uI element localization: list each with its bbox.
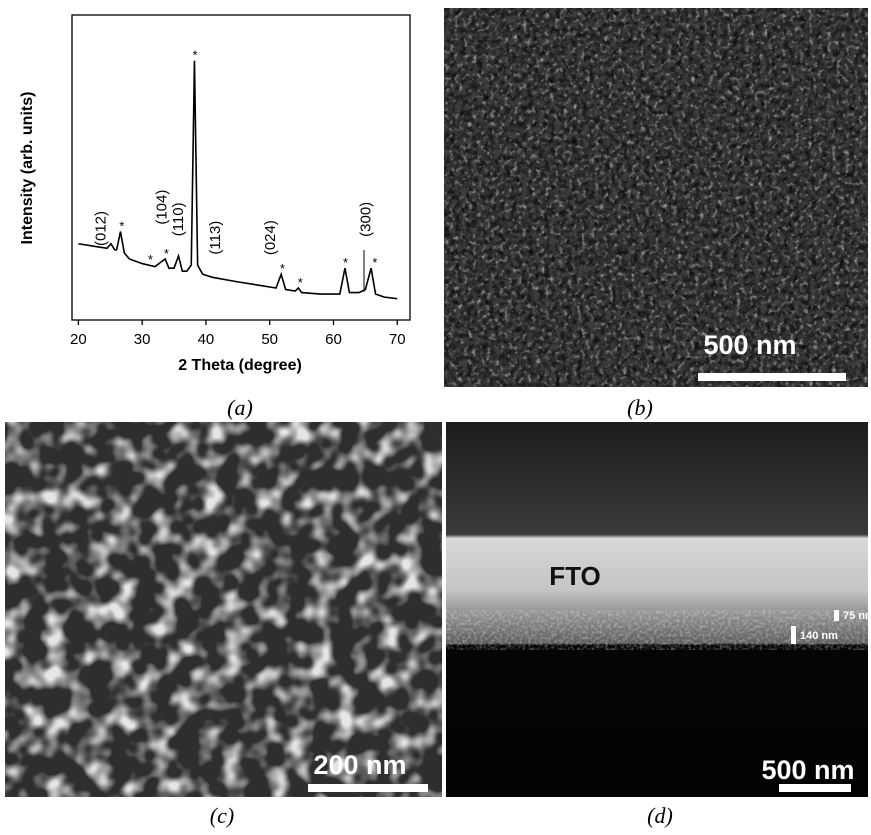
scale-bar	[779, 784, 851, 792]
peak-label: (300)	[358, 202, 375, 237]
panel-label: (c)	[210, 803, 234, 828]
sem-texture	[5, 422, 442, 797]
panel-label: (d)	[647, 803, 673, 828]
xrd-line	[78, 61, 397, 299]
scale-bar	[698, 373, 846, 381]
x-tick-label: 40	[198, 331, 215, 348]
peak-label: (113)	[207, 221, 224, 255]
thickness-bar	[791, 626, 796, 644]
peak-label: (110)	[170, 202, 187, 236]
page: 20 30 40 50 60 70 (012) (104)(110) (113) (024) (30…	[0, 0, 871, 835]
x-tick-label: 20	[70, 331, 87, 348]
peak-star: *	[148, 252, 153, 267]
sem-image-d	[446, 422, 868, 797]
scale-bar-label: 500 nm	[703, 330, 796, 360]
peak-label: (024)	[262, 220, 279, 255]
scale-bar	[308, 784, 428, 792]
x-tick-label: 30	[134, 331, 151, 348]
x-tick-label: 50	[261, 331, 278, 348]
x-tick-label: 70	[389, 331, 406, 348]
peak-star: *	[372, 255, 377, 270]
xrd-plot: 20 30 40 50 60 70 (012) (104)(110) (113) (024) (30…	[70, 48, 406, 348]
y-axis-label: Intensity (arb. units)	[19, 92, 36, 245]
thickness-label: 140 nm	[800, 630, 838, 642]
peak-label: (012)	[92, 211, 109, 246]
panel-label: (b)	[627, 395, 653, 420]
thickness-label: 75 nm	[843, 610, 871, 622]
plot-frame	[72, 15, 410, 320]
x-tick-label: 60	[325, 331, 342, 348]
thickness-bar	[834, 610, 839, 621]
peak-star: *	[164, 246, 169, 261]
peak-star: *	[343, 255, 348, 270]
scale-bar-label: 500 nm	[761, 755, 854, 785]
sem-texture	[444, 8, 868, 387]
peak-star: *	[193, 48, 198, 63]
layer-label: FTO	[549, 561, 601, 591]
x-axis-label: 2 Theta (degree)	[178, 357, 302, 374]
peak-star: *	[298, 275, 303, 290]
figure: 20 30 40 50 60 70 (012) (104)(110) (113) (024) (30…	[0, 0, 871, 830]
peak-star: *	[280, 261, 285, 276]
peak-star: *	[119, 218, 124, 233]
panel-label: (a)	[227, 395, 253, 420]
peak-label: (104)	[154, 190, 171, 225]
scale-bar-label: 200 nm	[313, 750, 406, 780]
